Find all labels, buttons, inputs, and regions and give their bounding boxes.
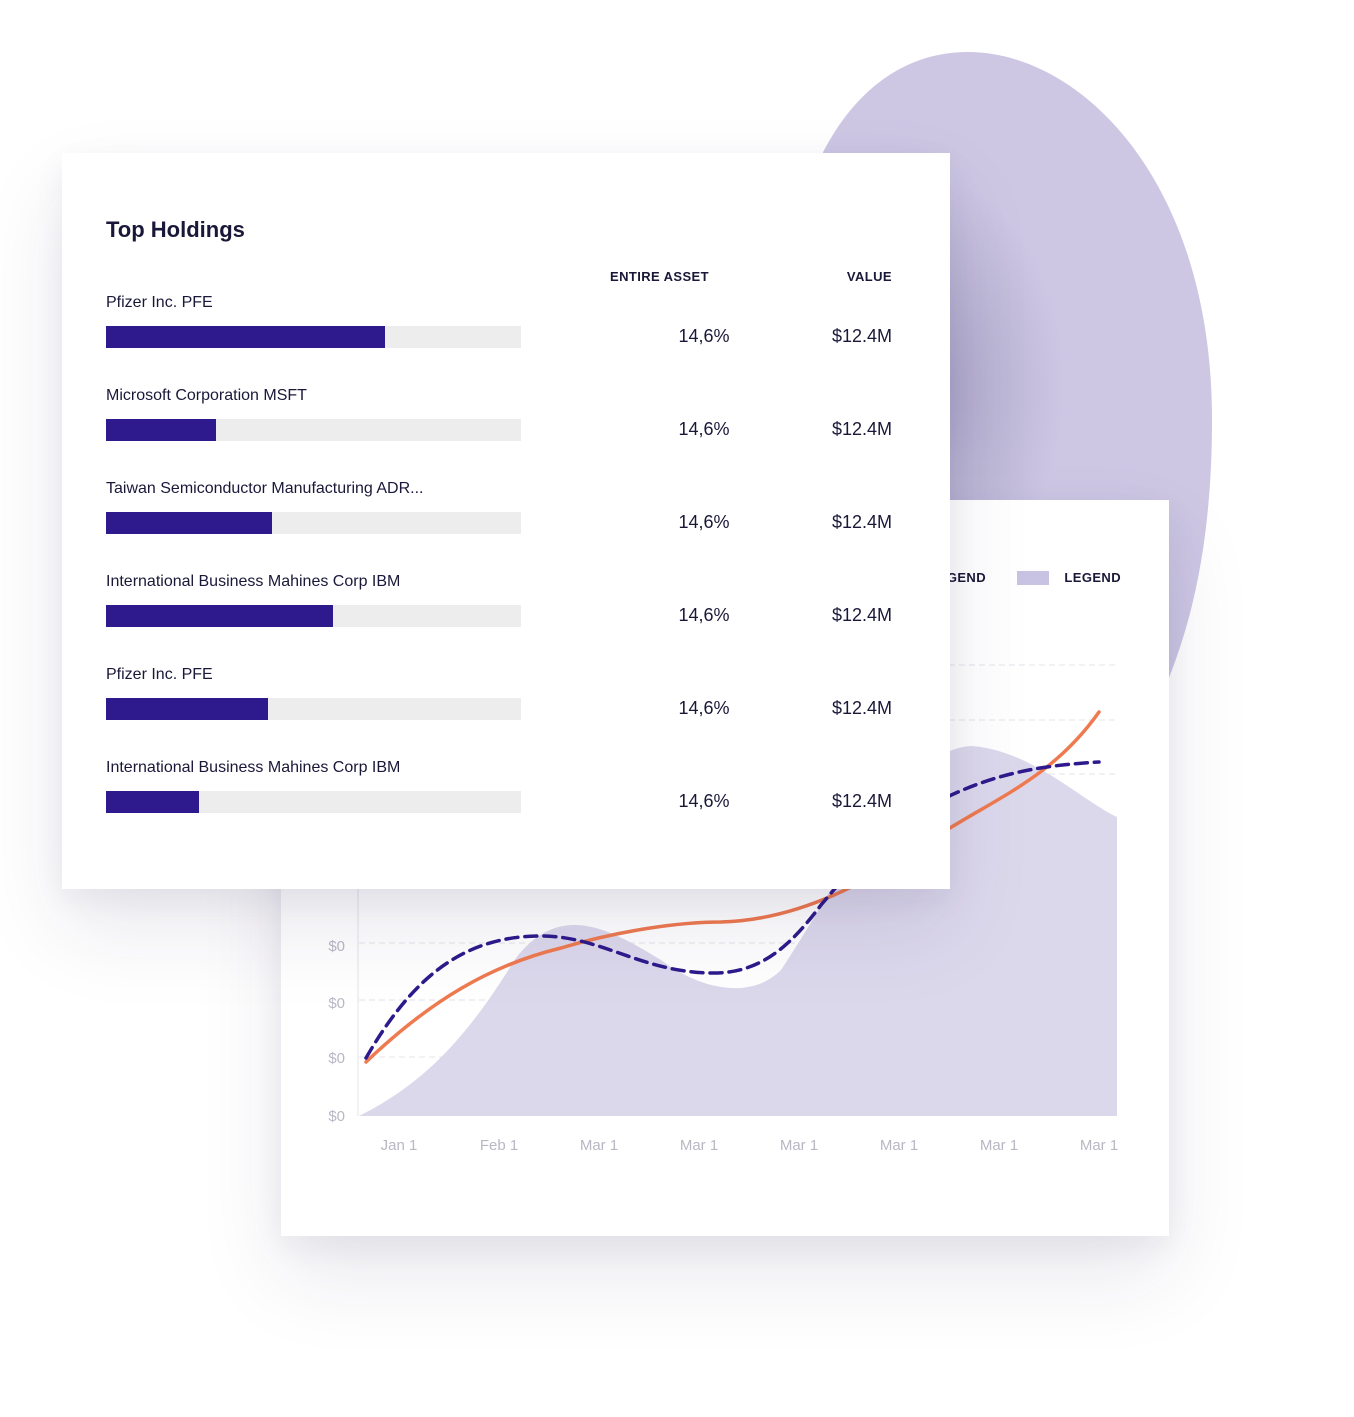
- column-header-entire-asset: ENTIRE ASSET: [610, 269, 709, 284]
- holding-value: $12.4M: [831, 512, 892, 532]
- holding-name: Pfizer Inc. PFE: [106, 666, 213, 683]
- x-tick-label: Mar 1: [880, 1137, 918, 1154]
- holding-name: Microsoft Corporation MSFT: [106, 387, 307, 404]
- holding-percent: 14,6%: [678, 512, 730, 532]
- allocation-bar-fill: [106, 326, 386, 348]
- holding-row[interactable]: International Business Mahines Corp IBM …: [106, 759, 906, 829]
- holding-value: $12.4M: [831, 326, 892, 346]
- holding-row[interactable]: International Business Mahines Corp IBM …: [106, 573, 906, 643]
- x-tick-label: Mar 1: [980, 1137, 1018, 1154]
- holding-percent: 14,6%: [678, 605, 730, 625]
- holding-name: Taiwan Semiconductor Manufacturing ADR..…: [106, 480, 424, 497]
- holding-percent: 14,6%: [678, 791, 730, 811]
- holding-name: Pfizer Inc. PFE: [106, 294, 213, 311]
- allocation-bar-fill: [106, 791, 200, 813]
- allocation-bar: [106, 605, 521, 627]
- holding-name: International Business Mahines Corp IBM: [106, 759, 401, 776]
- x-tick-label: Mar 1: [1080, 1137, 1118, 1154]
- allocation-bar-fill: [106, 605, 333, 627]
- holding-row[interactable]: Pfizer Inc. PFE 14,6% $12.4M: [106, 294, 906, 364]
- holding-value: $12.4M: [831, 791, 892, 811]
- holding-percent: 14,6%: [678, 419, 730, 439]
- x-tick-label: Mar 1: [580, 1137, 618, 1154]
- holding-value: $12.4M: [831, 698, 892, 718]
- allocation-bar: [106, 791, 521, 813]
- allocation-bar: [106, 326, 521, 348]
- allocation-bar: [106, 512, 521, 534]
- holding-value: $12.4M: [831, 605, 892, 625]
- y-tick-label: $0: [328, 938, 345, 955]
- solid-line-series: [364, 710, 1101, 1064]
- y-tick-label: $0: [328, 1108, 345, 1125]
- allocation-bar: [106, 419, 521, 441]
- allocation-bar-fill: [106, 419, 216, 441]
- allocation-bar: [106, 698, 521, 720]
- holding-row[interactable]: Microsoft Corporation MSFT 14,6% $12.4M: [106, 387, 906, 457]
- holding-row[interactable]: Pfizer Inc. PFE 14,6% $12.4M: [106, 666, 906, 736]
- x-axis-tick-labels: Jan 1 Feb 1 Mar 1 Mar 1 Mar 1 Mar 1 Mar 1 Mar 1: [381, 1137, 1119, 1154]
- x-tick-label: Jan 1: [381, 1137, 418, 1154]
- x-tick-label: Feb 1: [480, 1137, 518, 1154]
- holding-value: $12.4M: [831, 419, 892, 439]
- holding-name: International Business Mahines Corp IBM: [106, 573, 401, 590]
- dashed-line-series: [364, 760, 1101, 1060]
- legend-label-area: LEGEND: [1064, 570, 1121, 585]
- column-header-value: VALUE: [846, 269, 892, 284]
- y-tick-label: $0: [328, 1050, 345, 1067]
- legend-swatch-area: [1017, 571, 1049, 585]
- allocation-bar-fill: [106, 698, 268, 720]
- holding-row[interactable]: Taiwan Semiconductor Manufacturing ADR..…: [106, 480, 906, 550]
- holding-percent: 14,6%: [678, 698, 730, 718]
- x-tick-label: Mar 1: [680, 1137, 718, 1154]
- x-tick-label: Mar 1: [780, 1137, 818, 1154]
- holding-percent: 14,6%: [678, 326, 730, 346]
- allocation-bar-fill: [106, 512, 272, 534]
- y-axis-tick-labels: $0 $0 $0 $0: [328, 938, 345, 1125]
- legend: LEGEND LEGEND: [929, 570, 1121, 585]
- card-title: Top Holdings: [106, 217, 245, 242]
- y-tick-label: $0: [328, 995, 345, 1012]
- top-holdings-card: Top Holdings ENTIRE ASSET VALUE Pfizer I…: [62, 153, 950, 889]
